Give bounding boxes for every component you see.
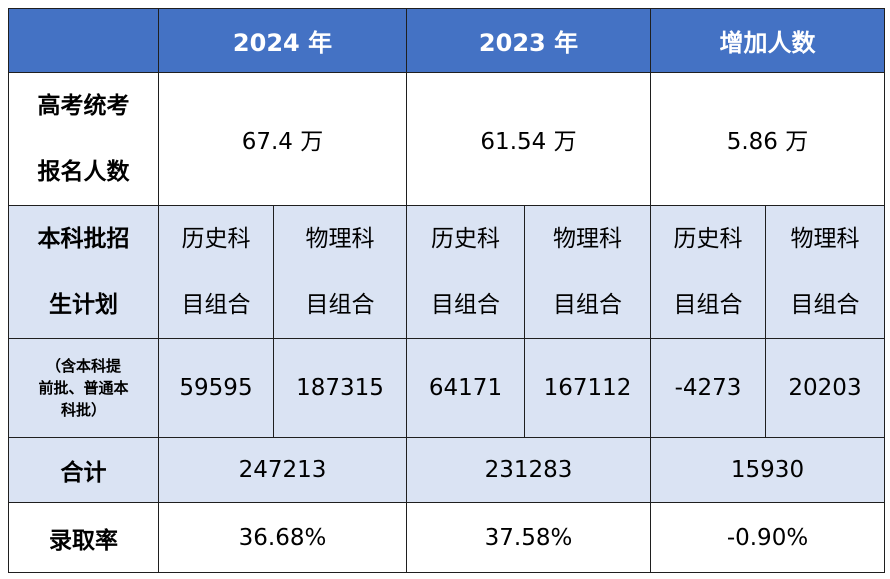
- header-2024: 2024 年: [158, 8, 407, 73]
- plan-values-row: （含本科提 前批、普通本 科批） 59595 187315 64171 1671…: [8, 338, 885, 438]
- subheader-physics-2023-line1: 物理科: [553, 226, 622, 252]
- plan-note-line3: 科批）: [60, 401, 106, 419]
- registration-increase: 5.86 万: [650, 72, 885, 206]
- subheader-history-2023-line1: 历史科: [431, 226, 500, 252]
- plan-note-line2: 前批、普通本: [38, 379, 129, 397]
- registration-2024: 67.4 万: [158, 72, 407, 206]
- registration-2023: 61.54 万: [406, 72, 651, 206]
- plan-label: 本科批招 生计划: [8, 205, 159, 339]
- plan-subheader-row: 本科批招 生计划 历史科 目组合 物理科 目组合 历史科 目组合 物理科 目组合…: [8, 205, 885, 339]
- registration-row: 高考统考 报名人数 67.4 万 61.54 万 5.86 万: [8, 72, 885, 206]
- plan-label-note: （含本科提 前批、普通本 科批）: [8, 338, 159, 438]
- total-2023: 231283: [406, 437, 651, 503]
- subheader-history-increase-line2: 目组合: [673, 292, 743, 318]
- total-2024: 247213: [158, 437, 407, 503]
- admission-rate-change: -0.90%: [650, 502, 885, 573]
- header-increase: 增加人数: [650, 8, 885, 73]
- subheader-history-increase: 历史科 目组合: [650, 205, 766, 339]
- subheader-physics-increase: 物理科 目组合: [765, 205, 885, 339]
- header-corner-cell: [8, 8, 159, 73]
- subheader-history-2023: 历史科 目组合: [406, 205, 525, 339]
- admission-rate-2024: 36.68%: [158, 502, 407, 573]
- admission-rate-row: 录取率 36.68% 37.58% -0.90%: [8, 502, 885, 573]
- header-2023: 2023 年: [406, 8, 651, 73]
- subheader-physics-2023-line2: 目组合: [553, 292, 622, 318]
- subheader-physics-increase-line2: 目组合: [790, 292, 860, 318]
- subheader-history-increase-line1: 历史科: [673, 226, 743, 252]
- plan-label-line2: 生计划: [49, 292, 118, 318]
- plan-note-line1: （含本科提: [45, 357, 121, 375]
- plan-physics-increase: 20203: [765, 338, 885, 438]
- enrollment-comparison-table: 2024 年 2023 年 增加人数 高考统考 报名人数 67.4 万 61.5…: [8, 8, 885, 573]
- total-row: 合计 247213 231283 15930: [8, 437, 885, 503]
- plan-history-increase: -4273: [650, 338, 766, 438]
- total-label: 合计: [8, 437, 159, 503]
- plan-history-2023: 64171: [406, 338, 525, 438]
- registration-label-line2: 报名人数: [37, 159, 130, 185]
- subheader-physics-increase-line1: 物理科: [790, 226, 860, 252]
- admission-rate-label: 录取率: [8, 502, 159, 573]
- header-row: 2024 年 2023 年 增加人数: [8, 8, 885, 73]
- subheader-history-2024-line1: 历史科: [181, 226, 251, 252]
- subheader-history-2024-line2: 目组合: [181, 292, 251, 318]
- admission-rate-2023: 37.58%: [406, 502, 651, 573]
- subheader-history-2023-line2: 目组合: [431, 292, 500, 318]
- registration-label-line1: 高考统考: [37, 93, 130, 119]
- plan-physics-2023: 167112: [524, 338, 651, 438]
- subheader-physics-2024-line1: 物理科: [305, 226, 375, 252]
- total-increase: 15930: [650, 437, 885, 503]
- subheader-physics-2023: 物理科 目组合: [524, 205, 651, 339]
- subheader-history-2024: 历史科 目组合: [158, 205, 274, 339]
- plan-history-2024: 59595: [158, 338, 274, 438]
- plan-physics-2024: 187315: [273, 338, 407, 438]
- registration-label: 高考统考 报名人数: [8, 72, 159, 206]
- subheader-physics-2024: 物理科 目组合: [273, 205, 407, 339]
- subheader-physics-2024-line2: 目组合: [305, 292, 375, 318]
- plan-label-line1: 本科批招: [37, 226, 130, 252]
